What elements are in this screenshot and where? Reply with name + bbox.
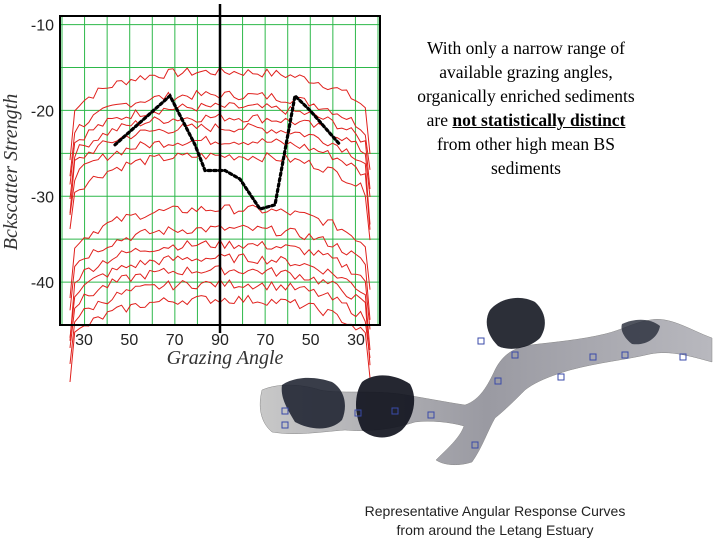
caption-line: Representative Angular Response Curves	[364, 503, 626, 519]
dark-sediment-patch	[356, 375, 415, 438]
x-tick-label: 30	[347, 332, 365, 349]
sample-marker	[511, 351, 519, 359]
x-tick-label: 50	[120, 332, 138, 349]
sample-marker	[621, 351, 629, 359]
sample-marker	[391, 407, 399, 415]
sample-marker	[679, 353, 687, 361]
x-tick-label: 70	[166, 332, 184, 349]
x-tick-label: 70	[256, 332, 274, 349]
sample-marker	[471, 441, 479, 449]
note-line: are not statistically distinct	[390, 108, 662, 132]
note-line: sediments	[491, 158, 561, 178]
sample-marker	[281, 407, 289, 415]
sample-marker	[281, 421, 289, 429]
note-line: organically enriched sediments	[417, 86, 635, 106]
sample-marker	[494, 377, 502, 385]
figure-caption: Representative Angular Response Curves f…	[320, 502, 670, 540]
annotation-note: With only a narrow range of available gr…	[390, 36, 662, 180]
x-tick-label: 50	[302, 332, 320, 349]
dark-sediment-patch	[486, 297, 545, 349]
sample-marker	[589, 353, 597, 361]
y-tick-label: -40	[31, 275, 54, 292]
y-axis-label: Bckscatter Strength	[0, 94, 22, 250]
sample-marker	[354, 409, 362, 417]
note-line: from other high mean BS	[437, 134, 615, 154]
y-tick-label: -10	[31, 18, 54, 35]
sample-markers	[281, 337, 687, 449]
x-tick-labels: 30 50 70 90 70 50 30	[75, 332, 365, 349]
sample-marker	[477, 337, 485, 345]
x-axis-label: Grazing Angle	[167, 347, 284, 369]
sample-marker	[427, 411, 435, 419]
x-tick-label: 90	[211, 332, 229, 349]
y-tick-label: -30	[31, 189, 54, 206]
note-emphasis: not statistically distinct	[452, 110, 626, 130]
note-text: are	[426, 110, 448, 130]
note-line: available grazing angles,	[439, 62, 613, 82]
note-line: With only a narrow range of	[426, 38, 626, 58]
estuary-map-image	[259, 297, 713, 465]
x-tick-label: 30	[75, 332, 93, 349]
y-tick-label: -20	[31, 103, 54, 120]
highlight-dotted-curve	[113, 92, 342, 211]
highlight-curve-group	[113, 92, 342, 211]
dark-sediment-patch	[281, 377, 345, 429]
sample-marker	[557, 373, 565, 381]
y-tick-labels: -10 -20 -30 -40	[31, 18, 54, 293]
dark-sediment-patch	[621, 319, 660, 345]
caption-line: from around the Letang Estuary	[396, 522, 594, 538]
